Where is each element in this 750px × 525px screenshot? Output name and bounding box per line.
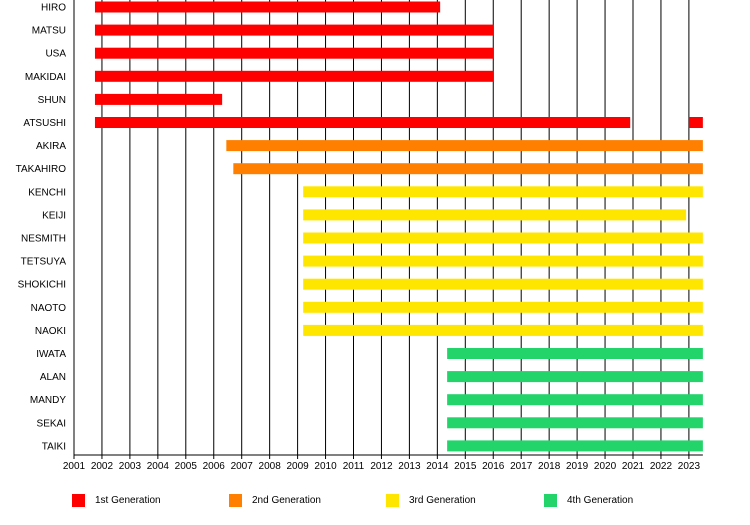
bar-shun <box>94 93 223 105</box>
x-tick-label-2007: 2007 <box>231 461 254 472</box>
bar-naoki <box>303 324 703 336</box>
x-tick-label-2016: 2016 <box>482 461 505 472</box>
legend-swatch-1st-generation <box>72 493 85 507</box>
x-tick-label-2014: 2014 <box>426 461 449 472</box>
x-tick-label-2003: 2003 <box>119 461 142 472</box>
x-tick-label-2006: 2006 <box>203 461 226 472</box>
bar-atsushi-2 <box>688 117 703 128</box>
x-tick-label-2008: 2008 <box>259 461 282 472</box>
bar-takahiro <box>233 163 703 175</box>
bar-keiji <box>303 209 687 221</box>
member-label-keiji: KEIJI <box>42 210 66 221</box>
bar-nesmith <box>303 232 703 244</box>
member-label-akira: AKIRA <box>36 141 66 152</box>
member-label-alan: ALAN <box>40 372 66 383</box>
x-tick-label-2019: 2019 <box>566 461 589 472</box>
legend-swatch-3rd-generation <box>386 493 399 507</box>
legend-item-4th-generation: 4th Generation <box>544 491 633 509</box>
x-tick-label-2021: 2021 <box>622 461 645 472</box>
member-label-shun: SHUN <box>38 95 66 106</box>
x-tick-label-2005: 2005 <box>175 461 198 472</box>
member-label-usa: USA <box>45 49 66 60</box>
member-label-takahiro: TAKAHIRO <box>16 164 67 175</box>
x-tick-label-2001: 2001 <box>63 461 86 472</box>
legend-label-1st-generation: 1st Generation <box>95 494 161 506</box>
bar-shokichi <box>303 278 703 290</box>
member-label-makidai: MAKIDAI <box>25 72 66 83</box>
x-tick-label-2023: 2023 <box>678 461 701 472</box>
chart-legend: 1st Generation 2nd Generation 3rd Genera… <box>0 491 750 509</box>
legend-item-3rd-generation: 3rd Generation <box>386 491 476 509</box>
member-label-naoki: NAOKI <box>35 326 66 337</box>
bar-kenchi <box>303 186 703 198</box>
member-label-matsu: MATSU <box>32 26 66 37</box>
x-tick-label-2012: 2012 <box>370 461 393 472</box>
bar-iwata <box>447 348 703 359</box>
member-label-shokichi: SHOKICHI <box>18 280 66 291</box>
legend-swatch-4th-generation <box>544 493 557 507</box>
bar-tetsuya <box>303 255 703 267</box>
legend-label-3rd-generation: 3rd Generation <box>409 494 476 506</box>
x-tick-label-2011: 2011 <box>343 461 365 472</box>
member-label-sekai: SEKAI <box>37 418 66 429</box>
bar-hiro <box>94 1 441 13</box>
bar-sekai <box>447 417 703 429</box>
x-tick-label-2009: 2009 <box>286 461 309 472</box>
member-label-nesmith: NESMITH <box>21 234 66 245</box>
member-label-kenchi: KENCHI <box>28 187 66 198</box>
bar-naoto <box>303 301 703 313</box>
x-tick-label-2015: 2015 <box>454 461 477 472</box>
bar-alan <box>447 371 703 383</box>
x-tick-label-2004: 2004 <box>147 461 170 472</box>
bar-makidai <box>94 70 494 82</box>
bar-taiki <box>447 440 703 452</box>
member-label-tetsuya: TETSUYA <box>21 257 67 268</box>
x-tick-label-2002: 2002 <box>91 461 114 472</box>
bar-mandy <box>447 394 703 406</box>
x-tick-label-2013: 2013 <box>398 461 421 472</box>
bar-akira <box>226 140 703 152</box>
member-label-iwata: IWATA <box>36 349 66 360</box>
x-tick-label-2010: 2010 <box>314 461 337 472</box>
member-label-hiro: HIRO <box>41 3 66 14</box>
member-label-taiki: TAIKI <box>42 441 66 452</box>
legend-swatch-2nd-generation <box>229 493 242 507</box>
x-tick-label-2020: 2020 <box>594 461 617 472</box>
member-label-naoto: NAOTO <box>31 303 67 314</box>
member-label-mandy: MANDY <box>30 395 66 406</box>
legend-label-4th-generation: 4th Generation <box>567 494 634 506</box>
legend-item-1st-generation: 1st Generation <box>72 491 161 509</box>
legend-label-2nd-generation: 2nd Generation <box>252 494 321 506</box>
legend-item-2nd-generation: 2nd Generation <box>229 491 321 509</box>
bar-usa <box>94 47 494 59</box>
bar-atsushi-1 <box>94 117 631 128</box>
x-tick-label-2022: 2022 <box>650 461 673 472</box>
x-tick-label-2017: 2017 <box>510 461 533 472</box>
bar-matsu <box>94 24 494 36</box>
member-label-atsushi: ATSUSHI <box>23 118 66 129</box>
x-tick-label-2018: 2018 <box>538 461 561 472</box>
